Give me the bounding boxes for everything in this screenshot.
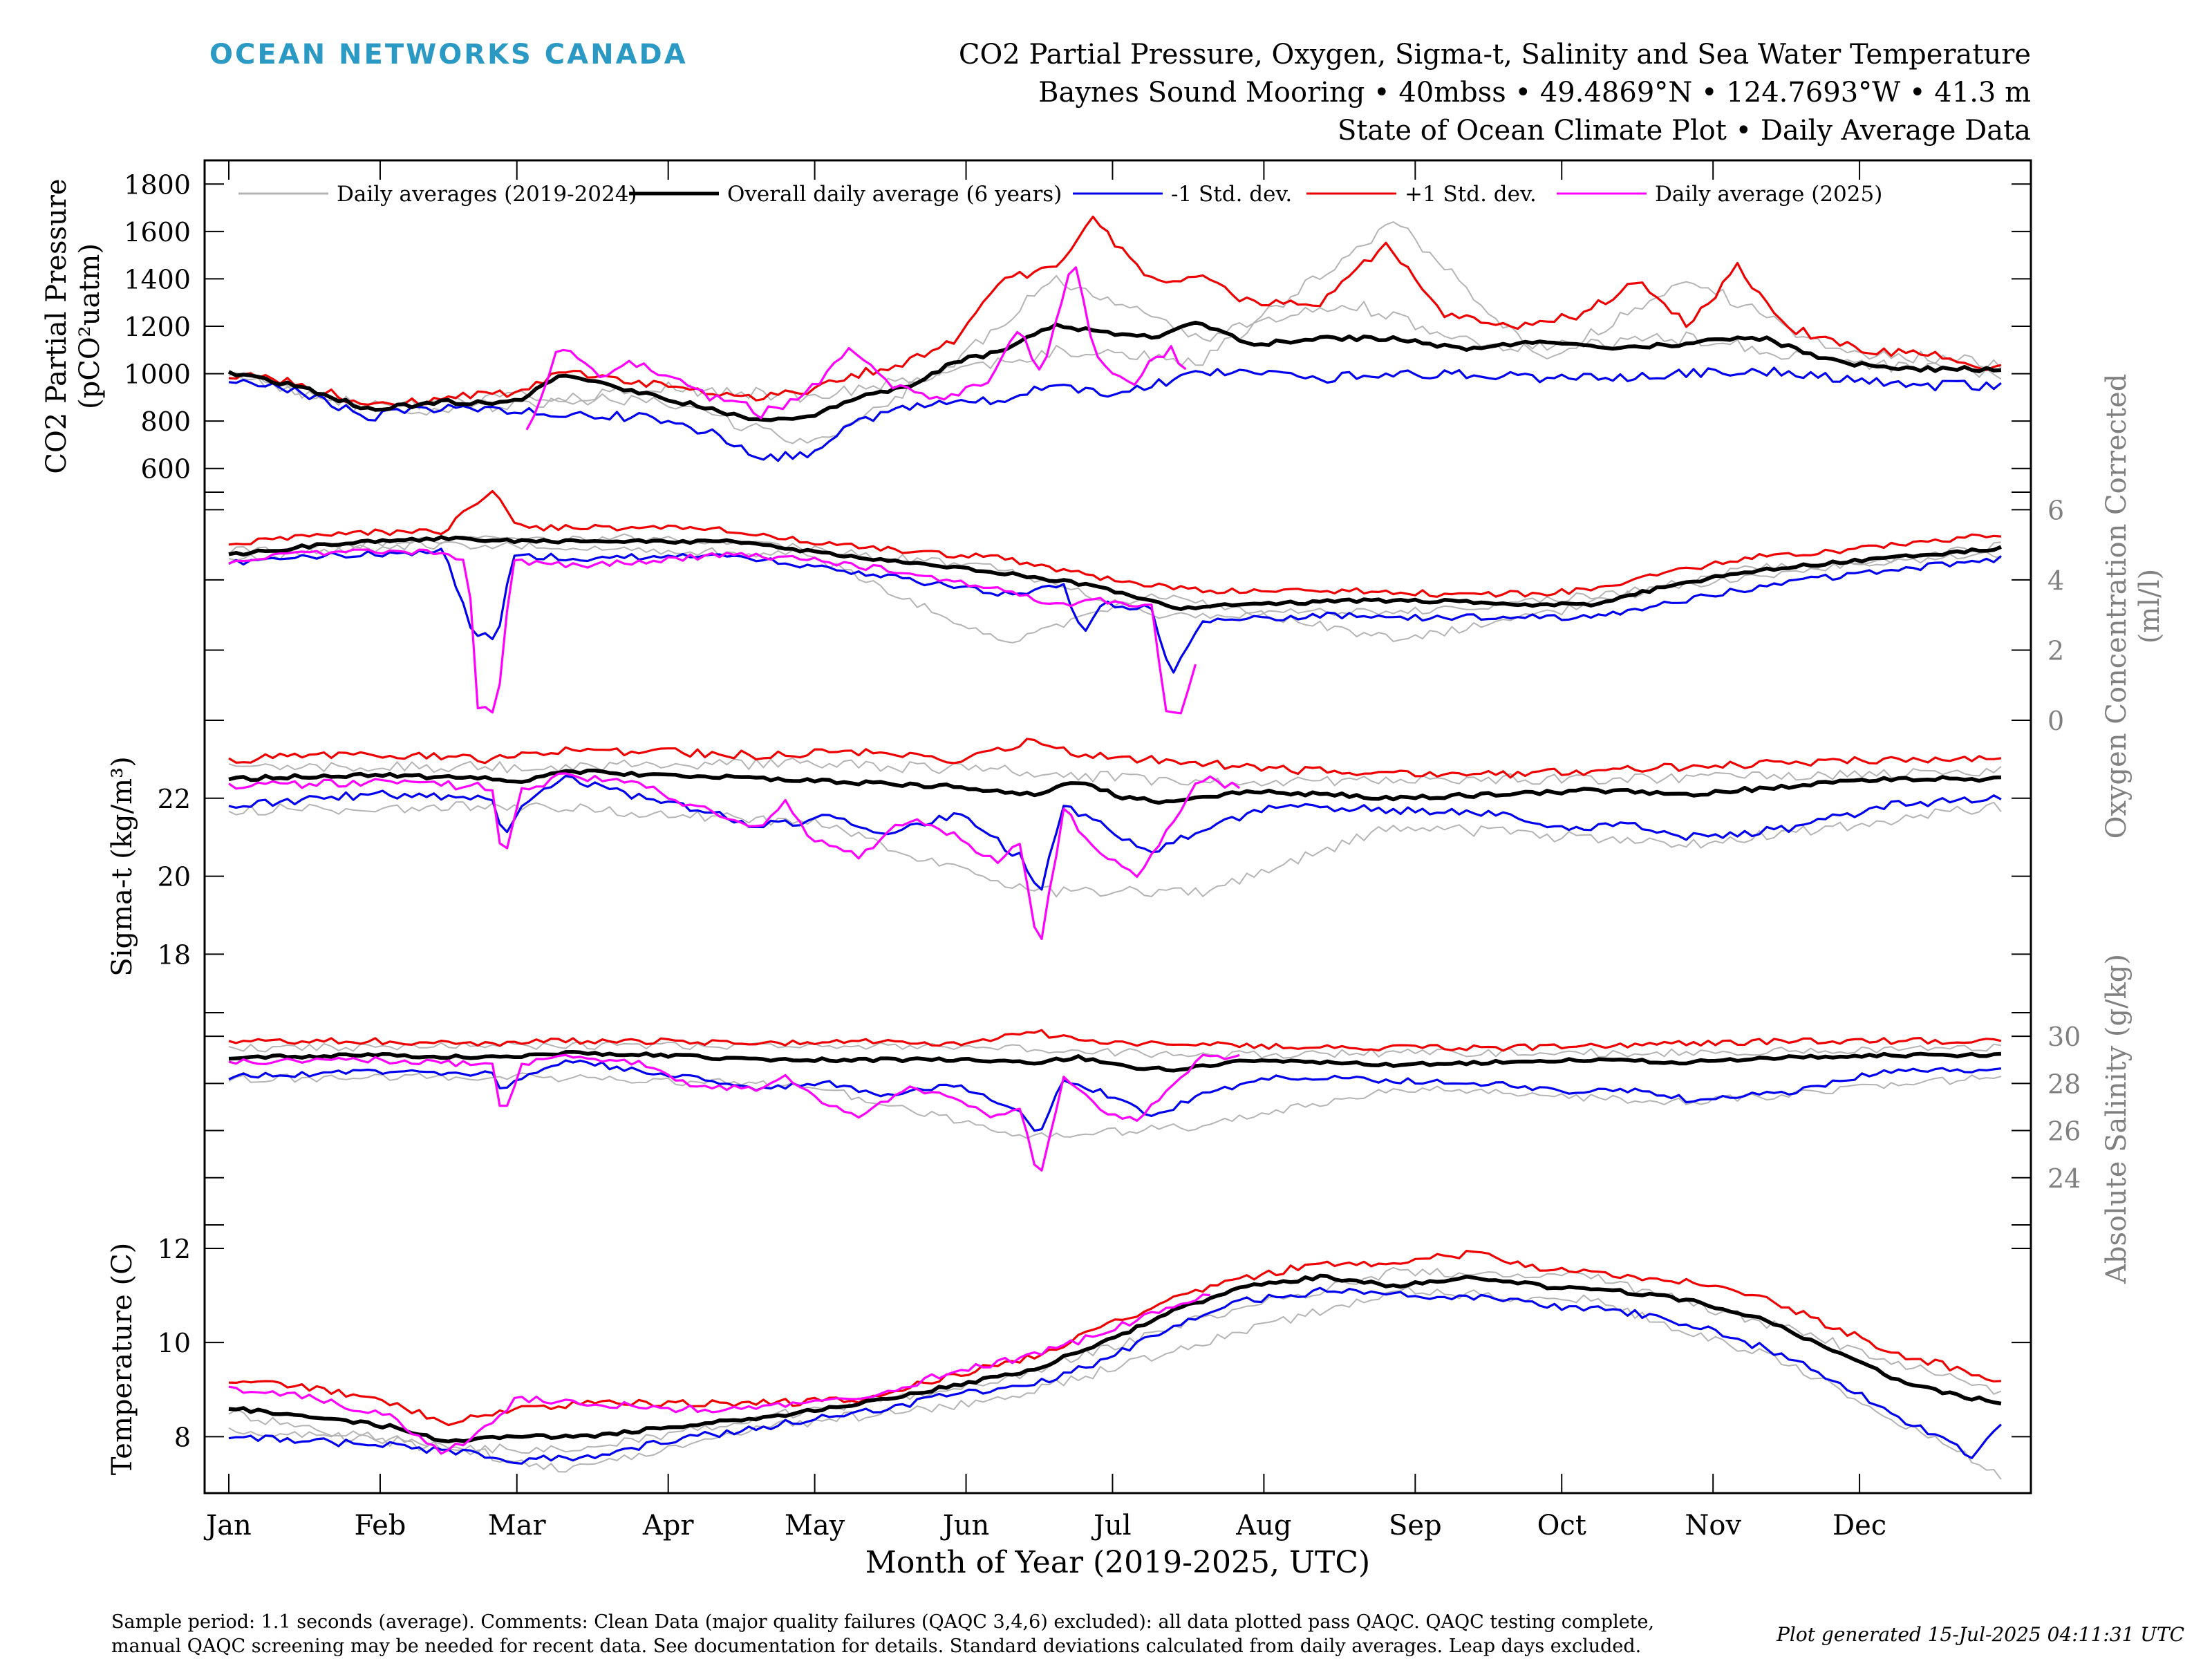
co2-y-axis-label: CO2 Partial Pressure(pCO²uatm) [41, 178, 106, 474]
temperature-y-tick-label: 12 [158, 1234, 191, 1264]
temperature-series-mean [228, 1273, 2002, 1444]
legend-label-5: Daily average (2025) [1655, 182, 1882, 207]
x-tick-label: Jan [203, 1510, 252, 1541]
co2-y-tick-label: 600 [140, 454, 191, 485]
chart-subtitle-type: State of Ocean Climate Plot • Daily Aver… [1338, 115, 2031, 147]
brand-logo: OCEAN NETWORKS CANADA [209, 39, 688, 71]
temperature-y-tick-label: 8 [174, 1422, 191, 1452]
co2-series-history-2 [228, 221, 2002, 416]
x-tick-label: May [785, 1510, 845, 1541]
panel-oxygen: 0 2 4 6 Oxygen Concentration Corrected(ml/l) [205, 374, 2166, 839]
sigma-series-mean [228, 768, 2001, 805]
footer-generated: Plot generated 15-Jul-2025 04:11:31 UTC [1776, 1623, 2184, 1646]
co2-series-plus [228, 215, 2002, 406]
oxygen-y-axis-label: Oxygen Concentration Corrected(ml/l) [2101, 374, 2166, 839]
x-tick-label: Nov [1685, 1510, 1741, 1541]
legend: Daily averages (2019-2024) Overall daily … [238, 182, 1882, 207]
oxygen-y-tick-label: 0 [2047, 706, 2064, 736]
legend-label-2: Overall daily average (6 years) [727, 182, 1062, 207]
salinity-series-plus [228, 1029, 2002, 1052]
salinity-series-history-1 [228, 1040, 2002, 1060]
temperature-series-history-1 [228, 1266, 2002, 1454]
co2-y-axis-label-line: CO2 Partial Pressure [41, 178, 73, 474]
x-tick-label: Sep [1389, 1510, 1442, 1541]
chart-title: CO2 Partial Pressure, Oxygen, Sigma-t, S… [959, 39, 2031, 71]
co2-y-tick-label: 800 [140, 406, 191, 437]
oxygen-series-mean [228, 535, 2002, 611]
panel-temperature: 8 10 12 Temperature (C) [106, 1224, 2031, 1480]
sigma-y-tick-label: 22 [158, 784, 191, 814]
x-tick-label: Jun [940, 1510, 990, 1541]
oxygen-y-axis-label-line: Oxygen Concentration Corrected [2101, 374, 2133, 839]
salinity-series-history-2 [228, 1072, 2002, 1139]
salinity-y-tick-label: 24 [2047, 1163, 2081, 1194]
legend-label-3: -1 Std. dev. [1171, 182, 1292, 207]
salinity-series-minus [228, 1059, 2002, 1132]
panel-sigma: 18 20 22 Sigma-t (kg/m³) [106, 720, 2031, 977]
co2-series-minus [228, 366, 2002, 462]
oxygen-series-y2025 [228, 548, 1197, 715]
oxygen-series-plus [228, 489, 2002, 598]
legend-label-1: Daily averages (2019-2024) [337, 182, 637, 207]
co2-series-history-1 [228, 274, 2002, 444]
co2-y-tick-label: 1600 [124, 217, 191, 247]
sigma-series-y2025 [228, 772, 1241, 940]
oxygen-y-tick-label: 6 [2047, 495, 2064, 525]
oxygen-y-tick-label: 4 [2047, 565, 2064, 596]
salinity-y-axis-label: Absolute Salinity (g/kg) [2101, 954, 2133, 1284]
panels: 600 800 1000 1200 1400 1600 1800 CO2 Partial Pr… [41, 169, 2166, 1480]
salinity-series-y2025 [228, 1053, 1240, 1172]
oxygen-series-history-2 [228, 540, 2002, 644]
sigma-series-history-1 [228, 757, 2002, 789]
co2-y-tick-label: 1200 [124, 312, 191, 342]
co2-y-tick-label: 1000 [124, 359, 191, 390]
panel-salinity: 24 26 28 30 Absolute Salinity (g/kg) [205, 954, 2133, 1284]
salinity-series-mean [228, 1050, 2002, 1073]
x-tick-label: Mar [488, 1510, 547, 1541]
temperature-series-plus [228, 1250, 2001, 1427]
panel-co2: 600 800 1000 1200 1400 1600 1800 CO2 Partial Pr… [41, 169, 2031, 485]
x-axis-label: Month of Year (2019-2025, UTC) [865, 1545, 1370, 1580]
sigma-y-tick-label: 20 [158, 862, 191, 892]
temperature-series-y2025 [228, 1293, 1210, 1455]
temperature-y-axis-label: Temperature (C) [106, 1243, 138, 1476]
sigma-y-axis-label: Sigma-t (kg/m³) [106, 756, 138, 976]
footer-comment-line-1: Sample period: 1.1 seconds (average). Co… [111, 1611, 1654, 1633]
oxygen-series-minus [228, 547, 2002, 674]
legend-label-4: +1 Std. dev. [1405, 182, 1537, 207]
x-tick-label: Aug [1235, 1510, 1291, 1541]
temperature-y-tick-label: 10 [158, 1328, 191, 1358]
co2-y-tick-label: 1800 [124, 169, 191, 200]
temperature-series-minus [228, 1286, 2002, 1465]
sigma-y-axis-label-line: Sigma-t (kg/m³) [106, 756, 138, 976]
salinity-y-tick-label: 30 [2047, 1022, 2081, 1052]
co2-y-axis-label-line: (pCO²uatm) [74, 243, 106, 409]
x-tick-label: Feb [355, 1510, 406, 1541]
sigma-y-tick-label: 18 [158, 939, 191, 970]
sigma-series-minus [228, 774, 2002, 891]
co2-series-y2025 [525, 266, 1187, 431]
x-tick-label: Apr [642, 1510, 694, 1541]
oxygen-y-axis-label-line: (ml/l) [2134, 569, 2166, 644]
salinity-y-tick-label: 28 [2047, 1069, 2081, 1099]
oxygen-y-tick-label: 2 [2047, 635, 2064, 666]
sigma-series-plus [228, 738, 2002, 779]
plot-frame [203, 159, 2032, 1494]
sigma-series-history-2 [228, 801, 2002, 898]
salinity-y-axis-label-line: Absolute Salinity (g/kg) [2101, 954, 2133, 1284]
co2-series-mean [227, 320, 2002, 422]
x-tick-label: Jul [1091, 1510, 1132, 1541]
salinity-y-tick-label: 26 [2047, 1116, 2081, 1147]
chart-subtitle-location: Baynes Sound Mooring • 40mbss • 49.4869°… [1038, 77, 2031, 109]
x-axis: Jan Feb Mar Apr May Jun Jul Aug Sep Oct Nov Dec [203, 160, 1886, 1541]
temperature-y-axis-label-line: Temperature (C) [106, 1243, 138, 1476]
x-tick-label: Dec [1833, 1510, 1886, 1541]
co2-y-tick-label: 1400 [124, 264, 191, 294]
x-tick-label: Oct [1537, 1510, 1586, 1541]
footer-comment-line-2: manual QAQC screening may be needed for … [111, 1635, 1641, 1657]
